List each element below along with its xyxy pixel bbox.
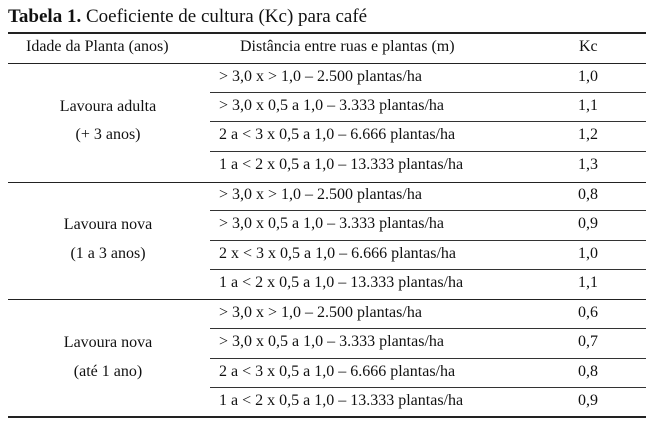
group-3-row-1-kc: 0,6 xyxy=(578,304,598,321)
group-2-row-1-distance: > 3,0 x > 1,0 – 2.500 plantas/ha xyxy=(219,186,422,203)
group-2-row-3-kc: 1,0 xyxy=(578,245,598,262)
group-2-name-line2: (1 a 3 anos) xyxy=(70,245,146,262)
group-1-row-rule-2 xyxy=(210,121,646,122)
group-1-row-3-distance: 2 a < 3 x 0,5 a 1,0 – 6.666 plantas/ha xyxy=(219,126,456,143)
group-2-row-4-distance: 1 a < 2 x 0,5 a 1,0 – 13.333 plantas/ha xyxy=(219,274,464,291)
group-3-row-rule-2 xyxy=(210,358,646,359)
group-2-name-line1: Lavoura nova xyxy=(63,216,153,233)
group-3-name-line2: (até 1 ano) xyxy=(73,363,143,380)
group-2-row-rule-1 xyxy=(210,210,646,211)
group-3-row-1-distance: > 3,0 x > 1,0 – 2.500 plantas/ha xyxy=(219,304,422,321)
group-3-row-rule-1 xyxy=(210,328,646,329)
top-rule xyxy=(8,32,646,34)
group-2-bottom-rule xyxy=(8,299,646,300)
group-1-bottom-rule xyxy=(8,182,646,183)
group-2-row-3-distance: 2 x < 3 x 0,5 a 1,0 – 6.666 plantas/ha xyxy=(219,245,456,262)
group-1-row-1-distance: > 3,0 x > 1,0 – 2.500 plantas/ha xyxy=(219,68,422,85)
group-1-row-4-kc: 1,3 xyxy=(578,156,598,173)
group-3-row-4-distance: 1 a < 2 x 0,5 a 1,0 – 13.333 plantas/ha xyxy=(219,392,464,409)
group-1-row-3-kc: 1,2 xyxy=(578,126,598,143)
group-2-row-1-kc: 0,8 xyxy=(578,186,598,203)
group-3-row-4-kc: 0,9 xyxy=(578,392,598,409)
group-3-row-3-kc: 0,8 xyxy=(578,363,598,380)
group-1-row-2-kc: 1,1 xyxy=(578,97,598,114)
group-2-row-rule-3 xyxy=(210,269,646,270)
table-title: Tabela 1. Coeficiente de cultura (Kc) pa… xyxy=(8,4,367,30)
header-rule xyxy=(8,63,646,64)
group-1-row-4-distance: 1 a < 2 x 0,5 a 1,0 – 13.333 plantas/ha xyxy=(219,156,464,173)
header-distance: Distância entre ruas e plantas (m) xyxy=(240,38,455,55)
bottom-rule xyxy=(8,416,646,418)
header-age: Idade da Planta (anos) xyxy=(26,38,169,55)
group-3-name-line1: Lavoura nova xyxy=(63,334,153,351)
group-1-name-line2: (+ 3 anos) xyxy=(75,126,141,143)
group-3-row-3-distance: 2 a < 3 x 0,5 a 1,0 – 6.666 plantas/ha xyxy=(219,363,456,380)
table-title-label: Tabela 1. xyxy=(8,6,82,27)
group-1-row-rule-3 xyxy=(210,151,646,152)
group-1-row-rule-1 xyxy=(210,92,646,93)
group-2-row-2-kc: 0,9 xyxy=(578,215,598,232)
table-title-text: Coeficiente de cultura (Kc) para café xyxy=(85,6,368,27)
group-2-row-2-distance: > 3,0 x 0,5 a 1,0 – 3.333 plantas/ha xyxy=(219,215,444,232)
group-1-row-2-distance: > 3,0 x 0,5 a 1,0 – 3.333 plantas/ha xyxy=(219,97,444,114)
group-2-row-rule-2 xyxy=(210,240,646,241)
group-3-row-2-distance: > 3,0 x 0,5 a 1,0 – 3.333 plantas/ha xyxy=(219,333,444,350)
header-kc: Kc xyxy=(579,38,598,55)
group-3-row-2-kc: 0,7 xyxy=(578,333,598,350)
group-3-row-rule-3 xyxy=(210,387,646,388)
group-1-row-1-kc: 1,0 xyxy=(578,68,598,85)
group-2-row-4-kc: 1,1 xyxy=(578,274,598,291)
group-1-name-line1: Lavoura adulta xyxy=(59,98,157,115)
